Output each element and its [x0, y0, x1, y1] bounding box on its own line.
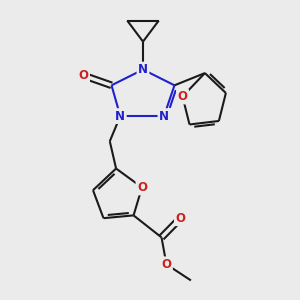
Text: O: O	[178, 90, 188, 103]
Text: O: O	[161, 258, 171, 271]
Text: O: O	[79, 69, 88, 82]
Text: N: N	[159, 110, 169, 123]
Text: N: N	[138, 63, 148, 76]
Text: N: N	[115, 110, 125, 123]
Text: O: O	[137, 181, 147, 194]
Text: O: O	[176, 212, 185, 225]
